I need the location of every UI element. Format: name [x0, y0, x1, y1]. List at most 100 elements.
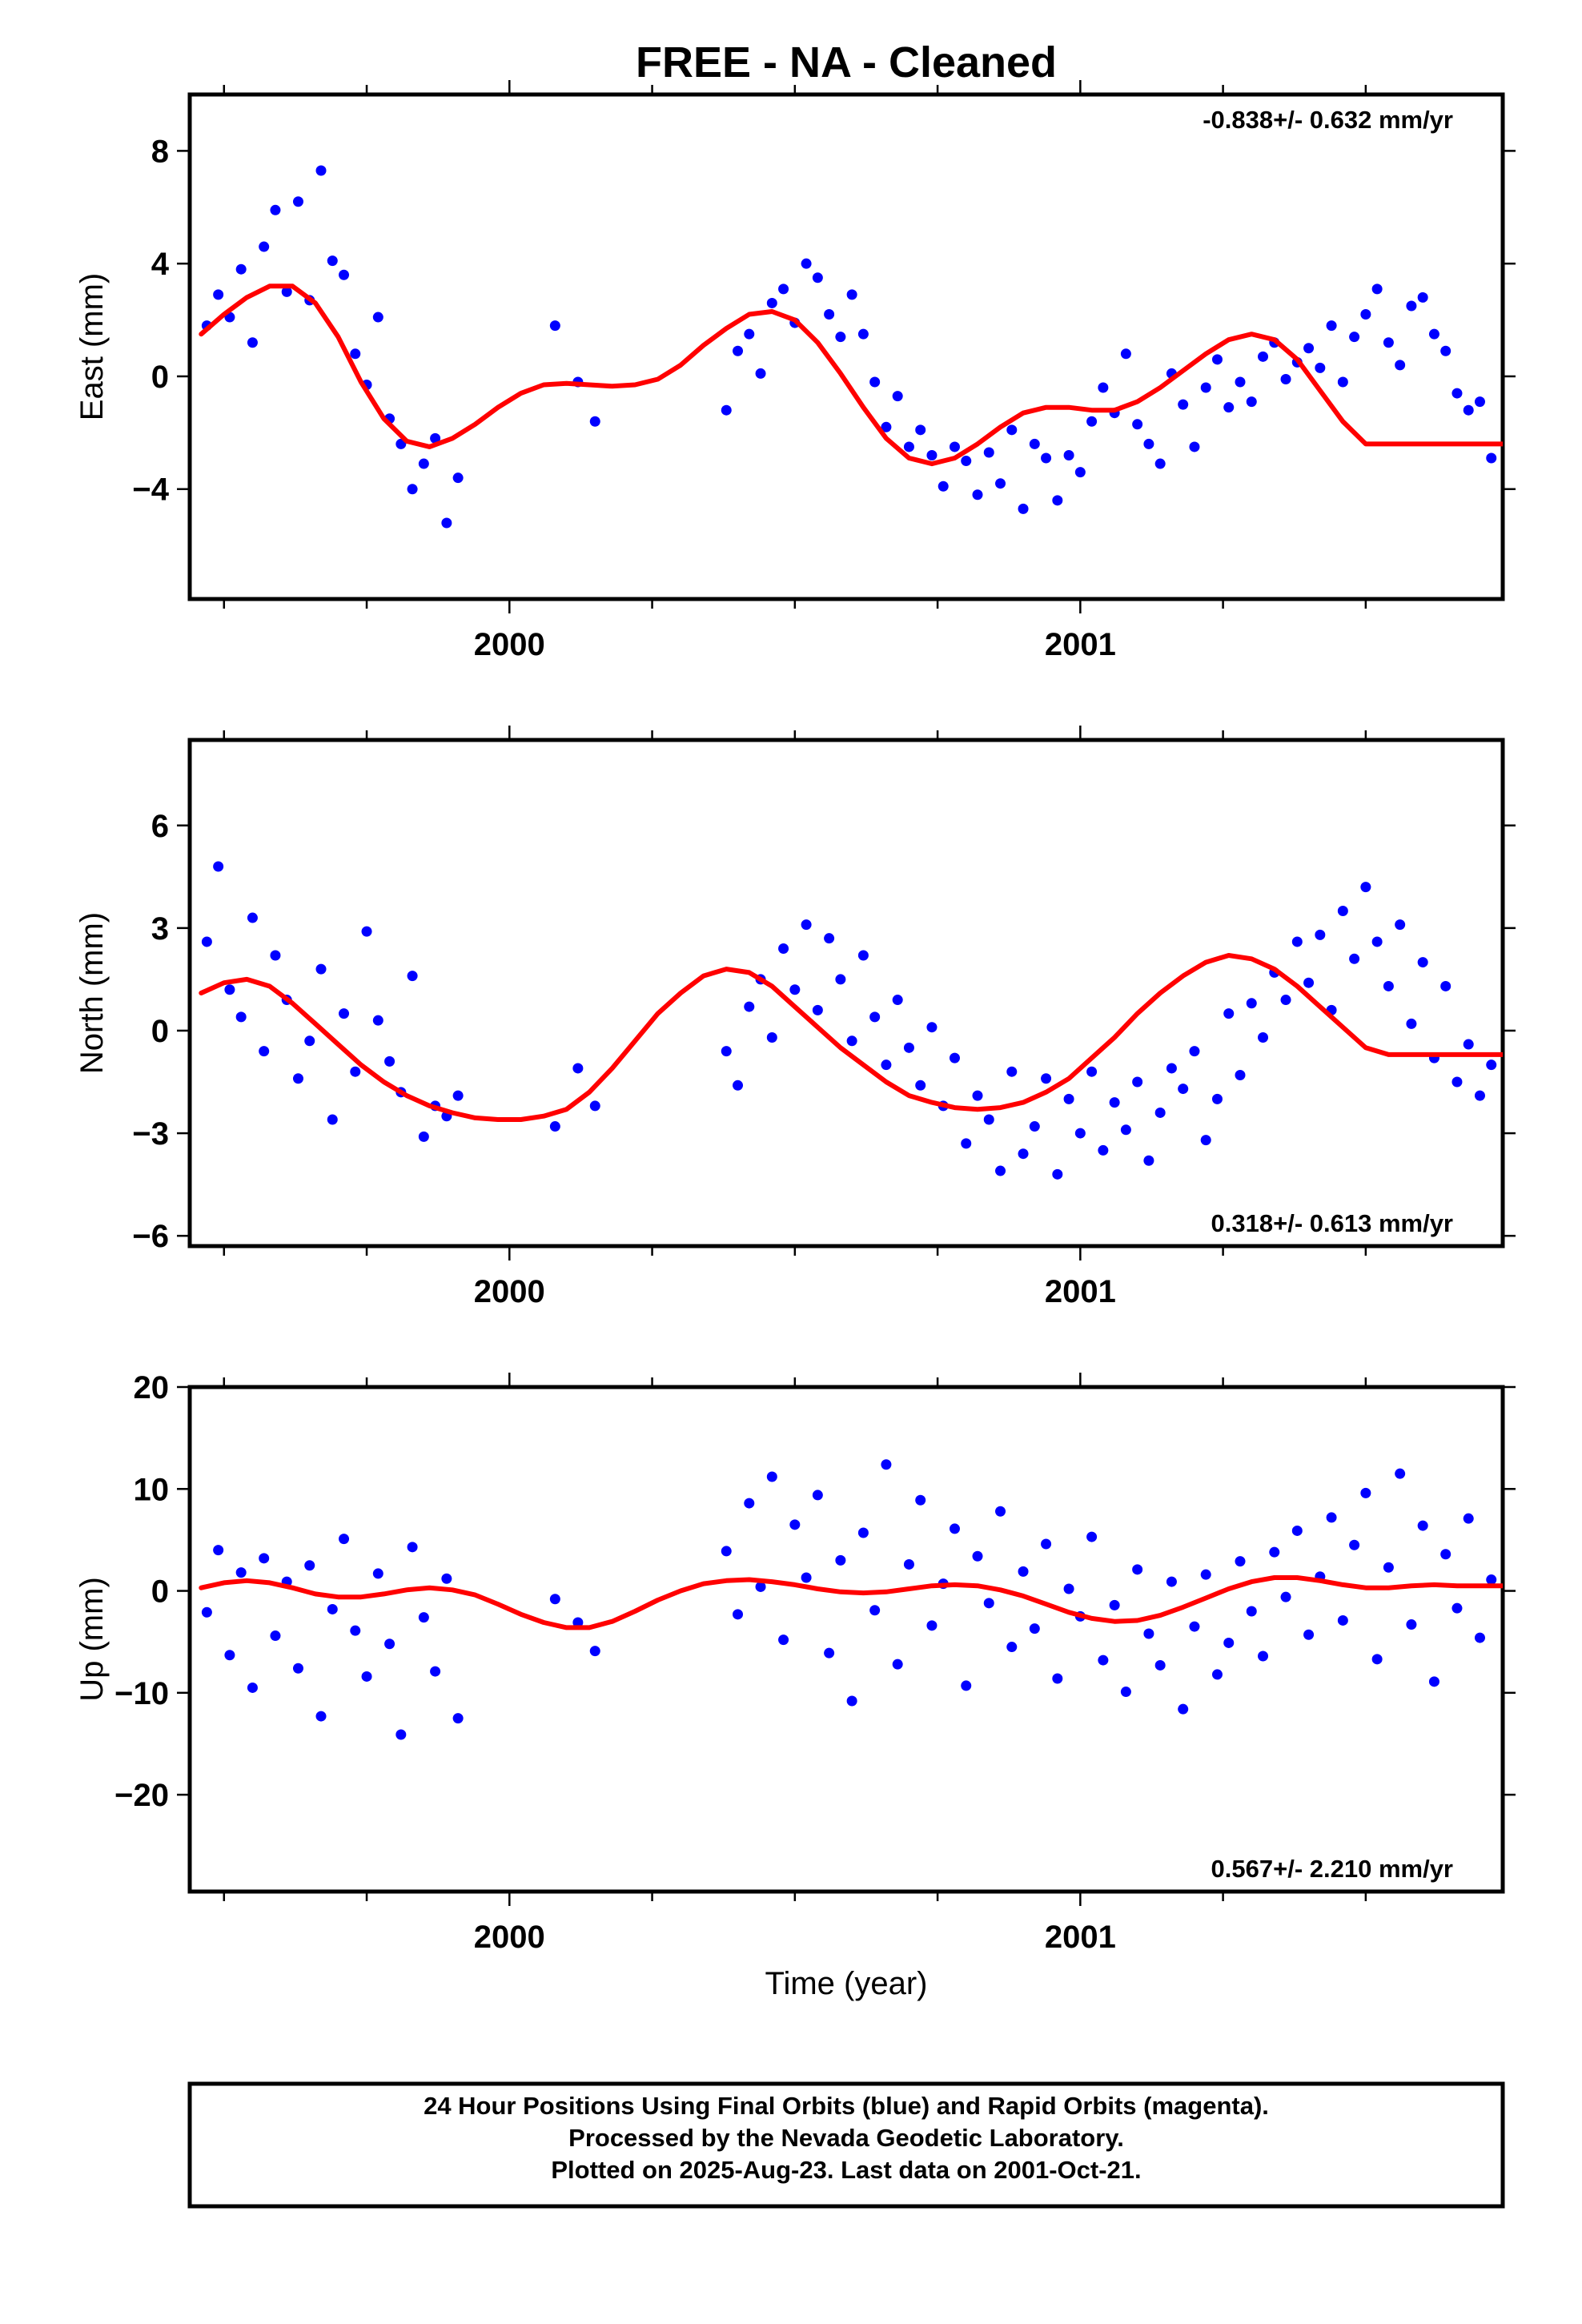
north-y-tick-label: 6 [151, 809, 169, 844]
north-data-point [1006, 1066, 1018, 1077]
east-data-point [1326, 320, 1337, 332]
chart-title: FREE - NA - Cleaned [636, 38, 1057, 86]
east-data-point [961, 456, 972, 467]
up-data-point [1154, 1659, 1166, 1671]
north-frame [187, 738, 1505, 1248]
up-data-point [213, 1545, 224, 1556]
north-data-point [824, 933, 835, 944]
up-data-point [846, 1695, 857, 1707]
up-data-point [1018, 1566, 1029, 1577]
east-data-point [1246, 396, 1257, 408]
east-y-axis-label: East (mm) [74, 273, 110, 420]
east-data-point [801, 258, 812, 269]
north-rate-label: 0.318+/- 0.613 mm/yr [1211, 1209, 1453, 1237]
up-y-tick-label: −20 [114, 1778, 169, 1813]
north-data-point [1417, 957, 1428, 968]
east-data-point [372, 312, 383, 323]
east-data-point [881, 421, 892, 432]
footer-line: 24 Hour Positions Using Final Orbits (bl… [424, 2092, 1269, 2120]
east-data-point [778, 283, 789, 295]
up-data-point [789, 1519, 801, 1530]
up-data-point [384, 1638, 396, 1650]
up-x-tick-label: 2000 [474, 1920, 545, 1955]
east-data-point [281, 286, 292, 297]
north-data-point [235, 1011, 247, 1023]
north-data-point [1018, 1148, 1029, 1160]
north-data-point [1132, 1076, 1143, 1088]
north-data-point [733, 1080, 744, 1091]
north-data-point [1154, 1107, 1166, 1118]
east-data-point [1235, 376, 1246, 388]
up-data-point [1041, 1538, 1052, 1550]
up-data-point [1063, 1583, 1074, 1594]
east-data-point [1463, 404, 1474, 416]
east-data-point [1406, 300, 1417, 312]
east-data-point [1211, 354, 1223, 365]
up-data-point [778, 1634, 789, 1646]
north-data-point [372, 1015, 383, 1026]
up-data-point [1086, 1531, 1098, 1542]
east-data-point [452, 472, 464, 484]
east-data-point [857, 328, 869, 340]
east-y-tick-label: 8 [151, 134, 169, 169]
east-data-point [926, 450, 938, 461]
east-data-point [247, 337, 258, 348]
east-fit-curve [199, 283, 1503, 467]
up-data-point [1235, 1556, 1246, 1567]
up-data-point [903, 1558, 914, 1570]
east-data-point [1383, 337, 1394, 348]
up-data-point [304, 1560, 315, 1571]
north-data-point [1383, 980, 1394, 991]
up-data-point [755, 1581, 766, 1592]
east-data-point [835, 332, 846, 343]
east-data-point [733, 345, 744, 356]
east-rate-label: -0.838+/- 0.632 mm/yr [1203, 106, 1453, 134]
east-data-point [995, 478, 1006, 489]
up-data-point [949, 1523, 960, 1534]
north-data-point [983, 1114, 994, 1125]
north-data-point [1315, 929, 1326, 940]
east-data-point [1395, 360, 1406, 371]
north-data-point [892, 995, 903, 1006]
up-data-point [892, 1659, 903, 1670]
east-data-point [1098, 382, 1109, 393]
north-data-point [201, 936, 212, 947]
up-data-point [915, 1494, 926, 1506]
east-data-point [903, 441, 914, 452]
north-data-point [384, 1055, 396, 1067]
north-data-point [1452, 1076, 1463, 1088]
north-data-point [1098, 1144, 1109, 1156]
north-data-point [766, 1032, 777, 1043]
east-data-point [1074, 467, 1086, 478]
north-data-point [589, 1100, 600, 1112]
up-data-point [835, 1554, 846, 1566]
east-data-point [430, 432, 441, 444]
up-data-point [961, 1680, 972, 1691]
north-data-point [549, 1121, 560, 1132]
east-data-point [1132, 419, 1143, 430]
east-data-point [549, 320, 560, 332]
north-data-point [778, 943, 789, 954]
north-data-point [270, 950, 281, 961]
up-data-point [441, 1573, 452, 1584]
east-data-point [1428, 328, 1439, 340]
up-y-tick-label: 0 [151, 1574, 169, 1610]
north-y-axis-label: North (mm) [74, 912, 110, 1074]
north-data-point [995, 1165, 1006, 1176]
up-data-point [1395, 1468, 1406, 1479]
up-panel: 2000 2001 20 10 0 −10 −20 Up (mm) 0.567+/- 2.210… [74, 1370, 1516, 1955]
up-data-point [549, 1594, 560, 1605]
up-data-point [247, 1682, 258, 1693]
north-data-point [572, 1063, 584, 1074]
east-data-point [315, 165, 327, 176]
east-data-point [418, 458, 429, 469]
east-data-point [949, 441, 960, 452]
up-data-point [1258, 1651, 1269, 1662]
east-data-point [235, 263, 247, 275]
east-data-point [292, 196, 303, 207]
up-data-point [350, 1625, 361, 1636]
up-data-point [1452, 1602, 1463, 1614]
north-data-point [744, 1001, 755, 1012]
east-data-point [846, 289, 857, 300]
north-data-point [972, 1090, 983, 1101]
